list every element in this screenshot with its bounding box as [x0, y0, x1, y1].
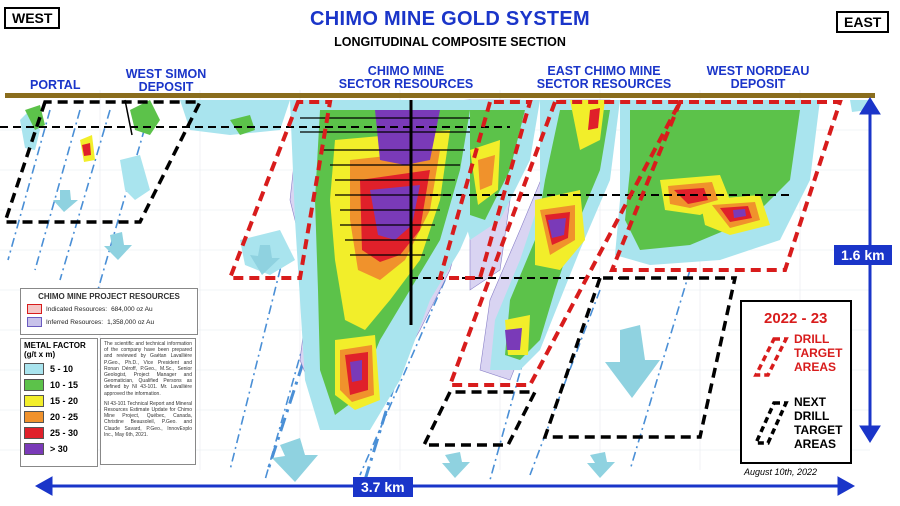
drill-targets-next	[2, 100, 738, 447]
label-west-nordeau-line2: DEPOSIT	[730, 77, 786, 91]
drill-target-line3: AREAS	[794, 360, 837, 374]
mf-row: 10 - 15	[21, 377, 97, 393]
mf-swatch	[24, 379, 44, 391]
west-label: WEST	[4, 7, 61, 29]
horizontal-scale-label: 3.7 km	[353, 477, 413, 497]
label-west-nordeau: WEST NORDEAU DEPOSIT	[694, 65, 822, 91]
east-label: EAST	[836, 11, 890, 33]
horizontal-scale	[34, 476, 856, 496]
drill-target-text: DRILL TARGET AREAS	[794, 332, 842, 374]
label-east-chimo-line1: EAST CHIMO MINE	[547, 64, 661, 78]
drill-target-line2: TARGET	[794, 346, 843, 360]
grade-over-30	[350, 110, 746, 382]
surface-line	[5, 93, 875, 98]
label-chimo-line1: CHIMO MINE	[367, 64, 445, 78]
qualified-persons-note: The scientific and technical information…	[100, 338, 196, 465]
red-dashed-swatch-icon	[753, 337, 789, 377]
label-west-nordeau-line1: WEST NORDEAU	[706, 64, 810, 78]
label-chimo-mine: CHIMO MINE SECTOR RESOURCES	[332, 65, 480, 91]
resources-legend-title: CHIMO MINE PROJECT RESOURCES	[38, 292, 180, 301]
mf-label: > 30	[50, 444, 68, 454]
mf-swatch	[24, 395, 44, 407]
drill-target-line1: DRILL	[794, 332, 830, 346]
mf-swatch	[24, 363, 44, 375]
page-subtitle: LONGITUDINAL COMPOSITE SECTION	[334, 35, 566, 49]
date-label: August 10th, 2022	[744, 467, 818, 477]
indicated-value: 684,000 oz Au	[111, 305, 153, 313]
mf-label: 20 - 25	[50, 412, 79, 422]
next-target-line4: AREAS	[794, 437, 837, 451]
mf-label: 10 - 15	[50, 380, 79, 390]
metal-factor-title: METAL FACTOR (g/t x m)	[21, 339, 97, 361]
plunge-arrows	[53, 190, 660, 482]
label-west-simon-line1: WEST SIMON	[125, 67, 207, 81]
metal-factor-legend: METAL FACTOR (g/t x m) 5 - 10 10 - 15 15…	[20, 338, 98, 467]
indicated-label: Indicated Resources:	[46, 305, 108, 313]
mf-row: 20 - 25	[21, 409, 97, 425]
metal-factor-title-1: METAL FACTOR	[24, 341, 86, 350]
metal-factor-title-2: (g/t x m)	[24, 350, 56, 359]
next-target-text: NEXT DRILL TARGET AREAS	[794, 395, 842, 451]
label-east-chimo-line2: SECTOR RESOURCES	[536, 77, 672, 91]
label-chimo-line2: SECTOR RESOURCES	[338, 77, 474, 91]
next-target-line3: TARGET	[794, 423, 843, 437]
label-portal: PORTAL	[30, 78, 81, 92]
drill-target-legend: 2022 - 23 DRILL TARGET AREAS NEXT DRILL …	[740, 300, 852, 464]
mf-swatch	[24, 427, 44, 439]
mf-row: 5 - 10	[21, 361, 97, 377]
resources-legend: CHIMO MINE PROJECT RESOURCES Indicated R…	[20, 288, 198, 335]
mf-row: 25 - 30	[21, 425, 97, 441]
inferred-swatch	[27, 317, 42, 327]
mf-swatch	[24, 443, 44, 455]
mf-label: 5 - 10	[50, 364, 74, 374]
portal-ramp	[124, 99, 133, 136]
inferred-value: 1,358,000 oz Au	[107, 318, 155, 326]
note-paragraph-2: NI 43-101 Technical Report and Mineral R…	[104, 400, 193, 438]
mf-swatch	[24, 411, 44, 423]
page-title: CHIMO MINE GOLD SYSTEM	[310, 8, 590, 30]
next-target-line2: DRILL	[794, 409, 830, 423]
mf-label: 25 - 30	[50, 428, 79, 438]
label-west-simon: WEST SIMON DEPOSIT	[118, 68, 214, 94]
inferred-row: Inferred Resources: 1,358,000 oz Au	[27, 317, 191, 327]
mf-row: 15 - 20	[21, 393, 97, 409]
vertical-scale	[859, 97, 881, 443]
mf-row: > 30	[21, 441, 97, 457]
drill-targets-2022-23	[227, 100, 843, 387]
label-east-chimo: EAST CHIMO MINE SECTOR RESOURCES	[528, 65, 680, 91]
next-target-line1: NEXT	[794, 395, 827, 409]
indicated-row: Indicated Resources: 684,000 oz Au	[27, 304, 191, 314]
drill-year: 2022 - 23	[764, 310, 828, 327]
label-west-simon-line2: DEPOSIT	[138, 80, 194, 94]
indicated-swatch	[27, 304, 42, 314]
mf-label: 15 - 20	[50, 396, 79, 406]
vertical-scale-label: 1.6 km	[834, 245, 892, 265]
black-dashed-swatch-icon	[753, 401, 789, 445]
inferred-label: Inferred Resources:	[46, 318, 104, 326]
note-paragraph-1: The scientific and technical information…	[104, 341, 192, 397]
